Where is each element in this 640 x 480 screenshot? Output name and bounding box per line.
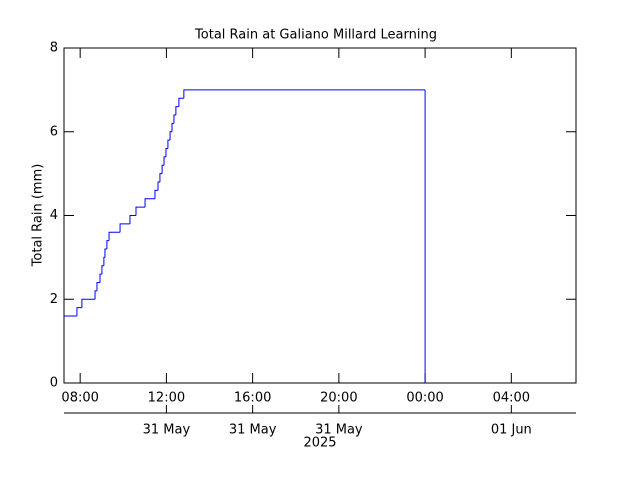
date-tick-label: 31 May bbox=[229, 423, 277, 438]
rain-step bbox=[104, 248, 107, 258]
y-tick-label: 2 bbox=[50, 292, 58, 307]
rain-step bbox=[135, 206, 146, 216]
rain-step bbox=[173, 114, 176, 124]
x-tick-label: 20:00 bbox=[320, 391, 357, 406]
rain-step bbox=[165, 148, 168, 157]
rain-step bbox=[96, 282, 101, 291]
rain-step bbox=[106, 240, 110, 249]
y-tick-label: 6 bbox=[50, 124, 58, 139]
rain-step bbox=[163, 156, 166, 166]
y-tick-label: 8 bbox=[50, 41, 58, 56]
plot-frame bbox=[63, 47, 577, 384]
x-tick-label: 12:00 bbox=[148, 391, 185, 406]
x-tick-label: 04:00 bbox=[493, 391, 530, 406]
rain-step bbox=[119, 223, 130, 233]
rain-step bbox=[161, 164, 165, 174]
rain-step bbox=[81, 298, 96, 308]
rain-step bbox=[129, 215, 137, 224]
x-tick-label: 16:00 bbox=[234, 391, 271, 406]
rain-step bbox=[157, 181, 160, 191]
rain-step bbox=[159, 173, 163, 182]
y-tick-label: 4 bbox=[50, 208, 58, 223]
y-tick-label: 0 bbox=[50, 376, 58, 391]
rain-step bbox=[178, 97, 184, 107]
x-tick-label: 00:00 bbox=[406, 391, 443, 406]
rain-step bbox=[167, 139, 171, 149]
rain-step bbox=[99, 273, 102, 283]
rain-step bbox=[169, 131, 173, 141]
chart-title: Total Rain at Galiano Millard Learning bbox=[194, 28, 437, 43]
rain-step bbox=[183, 89, 426, 99]
rain-step bbox=[76, 307, 82, 316]
rain-step bbox=[108, 231, 121, 241]
rain-step bbox=[101, 265, 104, 275]
rain-step bbox=[171, 122, 174, 132]
rain-step bbox=[154, 189, 158, 199]
rain-step bbox=[103, 256, 105, 266]
date-tick-label: 01 Jun bbox=[491, 423, 532, 438]
rain-step bbox=[94, 290, 97, 300]
date-tick-label: 31 May bbox=[143, 423, 191, 438]
date-tick-label: 31 May bbox=[315, 423, 363, 438]
rain-step bbox=[175, 106, 179, 115]
rain-step bbox=[144, 198, 155, 208]
x-tick-label: 08:00 bbox=[61, 391, 98, 406]
y-axis-label: Total Rain (mm) bbox=[31, 164, 46, 268]
x-sublabel: 2025 bbox=[303, 436, 336, 451]
